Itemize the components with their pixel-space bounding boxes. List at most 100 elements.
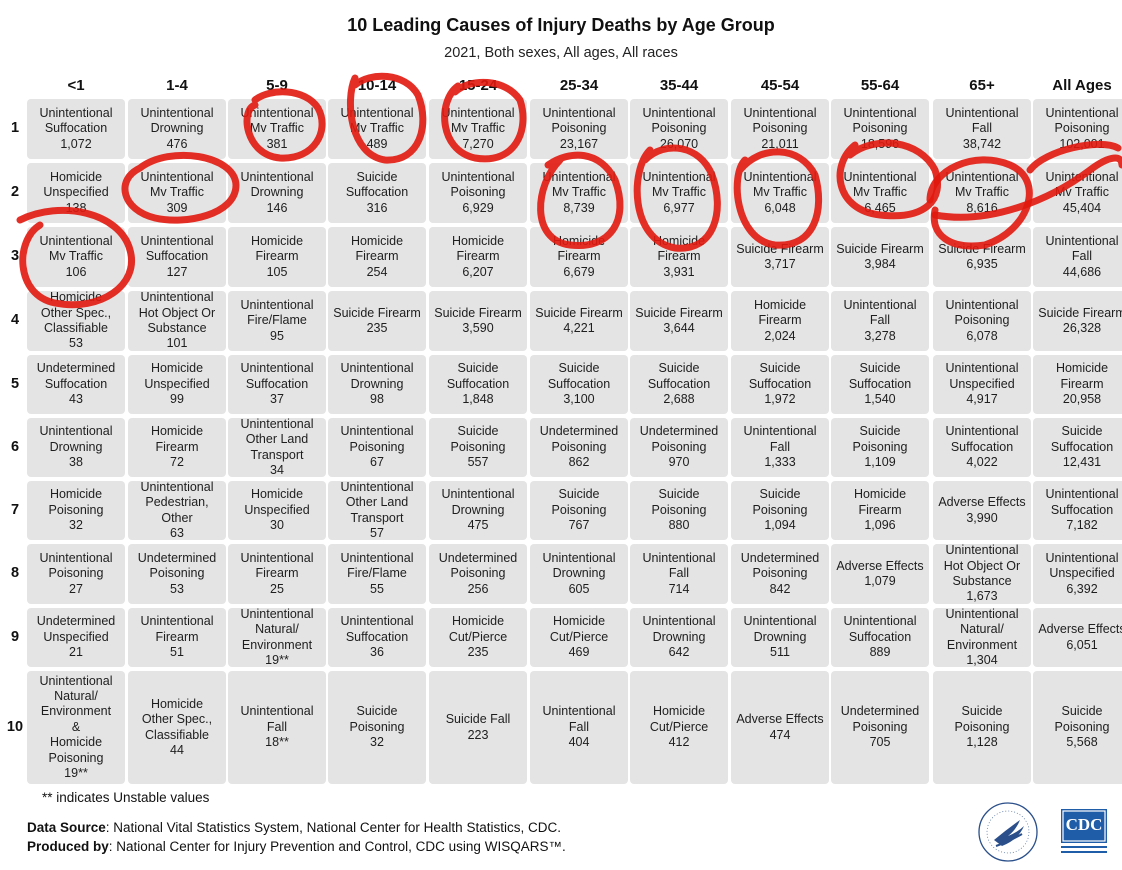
table-cell: Adverse Effects 6,051 bbox=[1033, 608, 1122, 667]
column-header-all-ages: All Ages bbox=[1052, 77, 1112, 94]
cell-text: Unintentional Mv Traffic 8,616 bbox=[945, 169, 1019, 215]
cell-text: Homicide Cut/Pierce 412 bbox=[649, 704, 709, 750]
cell-text: Unintentional Mv Traffic 7,270 bbox=[441, 105, 515, 151]
cell-text: Suicide Firearm 26,328 bbox=[1038, 305, 1122, 335]
cell-text: Suicide Poisoning 767 bbox=[551, 487, 607, 533]
table-cell: Homicide Unspecified 30 bbox=[228, 481, 326, 540]
cell-text: Homicide Firearm 2,024 bbox=[753, 297, 807, 343]
table-cell: Unintentional Mv Traffic 8,616 bbox=[933, 163, 1031, 223]
cell-text: Suicide Firearm 4,221 bbox=[535, 305, 623, 335]
table-cell: Suicide Firearm 3,590 bbox=[429, 291, 527, 351]
cell-text: Unintentional Poisoning 27 bbox=[39, 550, 113, 596]
cell-text: Unintentional Fire/Flame 95 bbox=[240, 297, 314, 343]
table-cell: Unintentional Fall 18** bbox=[228, 671, 326, 784]
table-cell: Homicide Unspecified 99 bbox=[128, 355, 226, 414]
cell-text: Suicide Firearm 3,717 bbox=[736, 241, 824, 271]
cell-text: Unintentional Poisoning 6,929 bbox=[441, 169, 515, 215]
table-cell: Unintentional Drowning 511 bbox=[731, 608, 829, 667]
cell-text: Homicide Firearm 6,679 bbox=[552, 233, 606, 279]
column-header-1-4: 1-4 bbox=[166, 77, 188, 94]
table-cell: Unintentional Poisoning 23,167 bbox=[530, 99, 628, 159]
cell-text: Unintentional Poisoning 18,596 bbox=[843, 105, 917, 151]
cell-text: Unintentional Poisoning 6,078 bbox=[945, 297, 1019, 343]
table-cell: Unintentional Other Land Transport 34 bbox=[228, 418, 326, 477]
produced-by-text: : National Center for Injury Prevention … bbox=[108, 839, 566, 854]
table-cell: Unintentional Mv Traffic 381 bbox=[228, 99, 326, 159]
table-cell: Suicide Firearm 3,644 bbox=[630, 291, 728, 351]
cell-text: Unintentional Fall 38,742 bbox=[945, 105, 1019, 151]
cell-text: Homicide Unspecified 30 bbox=[244, 487, 310, 533]
table-cell: Unintentional Mv Traffic 45,404 bbox=[1033, 163, 1122, 223]
table-cell: Homicide Cut/Pierce 235 bbox=[429, 608, 527, 667]
table-cell: Suicide Fall 223 bbox=[429, 671, 527, 784]
rank-label-5: 5 bbox=[10, 375, 20, 392]
table-cell: Undetermined Poisoning 970 bbox=[630, 418, 728, 477]
produced-by-line: Produced by: National Center for Injury … bbox=[27, 839, 566, 854]
cell-text: Homicide Poisoning 32 bbox=[48, 487, 104, 533]
table-cell: Unintentional Hot Object Or Substance 10… bbox=[128, 291, 226, 351]
table-cell: Homicide Firearm 254 bbox=[328, 227, 426, 287]
table-cell: Unintentional Drowning 476 bbox=[128, 99, 226, 159]
cell-text: Adverse Effects 1,079 bbox=[836, 558, 924, 588]
cell-text: Suicide Poisoning 1,128 bbox=[954, 704, 1010, 750]
cell-text: Homicide Firearm 72 bbox=[150, 424, 204, 470]
table-cell: Unintentional Drowning 98 bbox=[328, 355, 426, 414]
table-cell: Unintentional Fall 404 bbox=[530, 671, 628, 784]
cell-text: Unintentional Suffocation 36 bbox=[340, 614, 414, 660]
table-cell: Unintentional Firearm 25 bbox=[228, 544, 326, 604]
cell-text: Homicide Firearm 254 bbox=[350, 233, 404, 279]
cell-text: Unintentional Poisoning 21,011 bbox=[743, 105, 817, 151]
column-header-35-44: 35-44 bbox=[659, 77, 699, 94]
cell-text: Unintentional Unspecified 4,917 bbox=[945, 361, 1019, 407]
cell-text: Unintentional Drowning 38 bbox=[39, 424, 113, 470]
cell-text: Homicide Unspecified 99 bbox=[144, 361, 210, 407]
table-cell: Undetermined Poisoning 842 bbox=[731, 544, 829, 604]
table-cell: Homicide Poisoning 32 bbox=[27, 481, 125, 540]
cell-text: Homicide Other Spec., Classifiable 44 bbox=[141, 696, 213, 757]
rank-label-2: 2 bbox=[10, 184, 20, 200]
table-cell: Suicide Suffocation 3,100 bbox=[530, 355, 628, 414]
cell-text: Suicide Poisoning 5,568 bbox=[1054, 704, 1110, 750]
table-cell: Homicide Firearm 105 bbox=[228, 227, 326, 287]
data-source-line: Data Source: National Vital Statistics S… bbox=[27, 820, 561, 835]
table-cell: Homicide Other Spec., Classifiable 53 bbox=[27, 291, 125, 351]
cell-text: Unintentional Mv Traffic 8,739 bbox=[542, 169, 616, 215]
table-cell: Unintentional Suffocation 127 bbox=[128, 227, 226, 287]
table-cell: Suicide Suffocation 1,972 bbox=[731, 355, 829, 414]
table-cell: Homicide Firearm 1,096 bbox=[831, 481, 929, 540]
table-cell: Unintentional Poisoning 6,078 bbox=[933, 291, 1031, 351]
cell-text: Unintentional Drowning 476 bbox=[140, 105, 214, 151]
table-cell: Unintentional Natural/ Environment 1,304 bbox=[933, 608, 1031, 667]
table-cell: Suicide Poisoning 32 bbox=[328, 671, 426, 784]
cell-text: Unintentional Fall 714 bbox=[642, 550, 716, 596]
cell-text: Suicide Suffocation 12,431 bbox=[1050, 424, 1114, 470]
column-header-under-1: <1 bbox=[67, 77, 85, 94]
cell-text: Undetermined Poisoning 862 bbox=[539, 424, 619, 470]
table-cell: Suicide Firearm 3,984 bbox=[831, 227, 929, 287]
rank-label-1: 1 bbox=[10, 120, 20, 136]
table-cell: Homicide Firearm 3,931 bbox=[630, 227, 728, 287]
table-cell: Unintentional Fall 1,333 bbox=[731, 418, 829, 477]
column-header-15-24: 15-24 bbox=[458, 77, 498, 94]
table-cell: Unintentional Natural/ Environment & Hom… bbox=[27, 671, 125, 784]
table-cell: Undetermined Unspecified 21 bbox=[27, 608, 125, 667]
cell-text: Unintentional Mv Traffic 6,977 bbox=[642, 169, 716, 215]
cell-text: Homicide Cut/Pierce 235 bbox=[448, 614, 508, 660]
table-cell: Unintentional Hot Object Or Substance 1,… bbox=[933, 544, 1031, 604]
table-cell: Suicide Poisoning 5,568 bbox=[1033, 671, 1122, 784]
cell-text: Adverse Effects 6,051 bbox=[1038, 622, 1122, 652]
table-cell: Unintentional Poisoning 26,070 bbox=[630, 99, 728, 159]
cell-text: Suicide Fall 223 bbox=[445, 712, 511, 742]
cell-text: Unintentional Fall 18** bbox=[240, 704, 314, 750]
table-cell: Homicide Cut/Pierce 469 bbox=[530, 608, 628, 667]
cell-text: Suicide Poisoning 1,109 bbox=[852, 424, 908, 470]
table-cell: Suicide Suffocation 2,688 bbox=[630, 355, 728, 414]
cell-text: Suicide Firearm 6,935 bbox=[938, 241, 1026, 271]
rank-label-6: 6 bbox=[10, 438, 20, 455]
cell-text: Unintentional Fall 404 bbox=[542, 704, 616, 750]
cell-text: Undetermined Poisoning 842 bbox=[740, 550, 820, 596]
table-cell: Unintentional Suffocation 889 bbox=[831, 608, 929, 667]
cell-text: Unintentional Other Land Transport 34 bbox=[240, 418, 314, 477]
cell-text: Unintentional Drowning 98 bbox=[340, 361, 414, 407]
cell-text: Homicide Firearm 105 bbox=[250, 233, 304, 279]
